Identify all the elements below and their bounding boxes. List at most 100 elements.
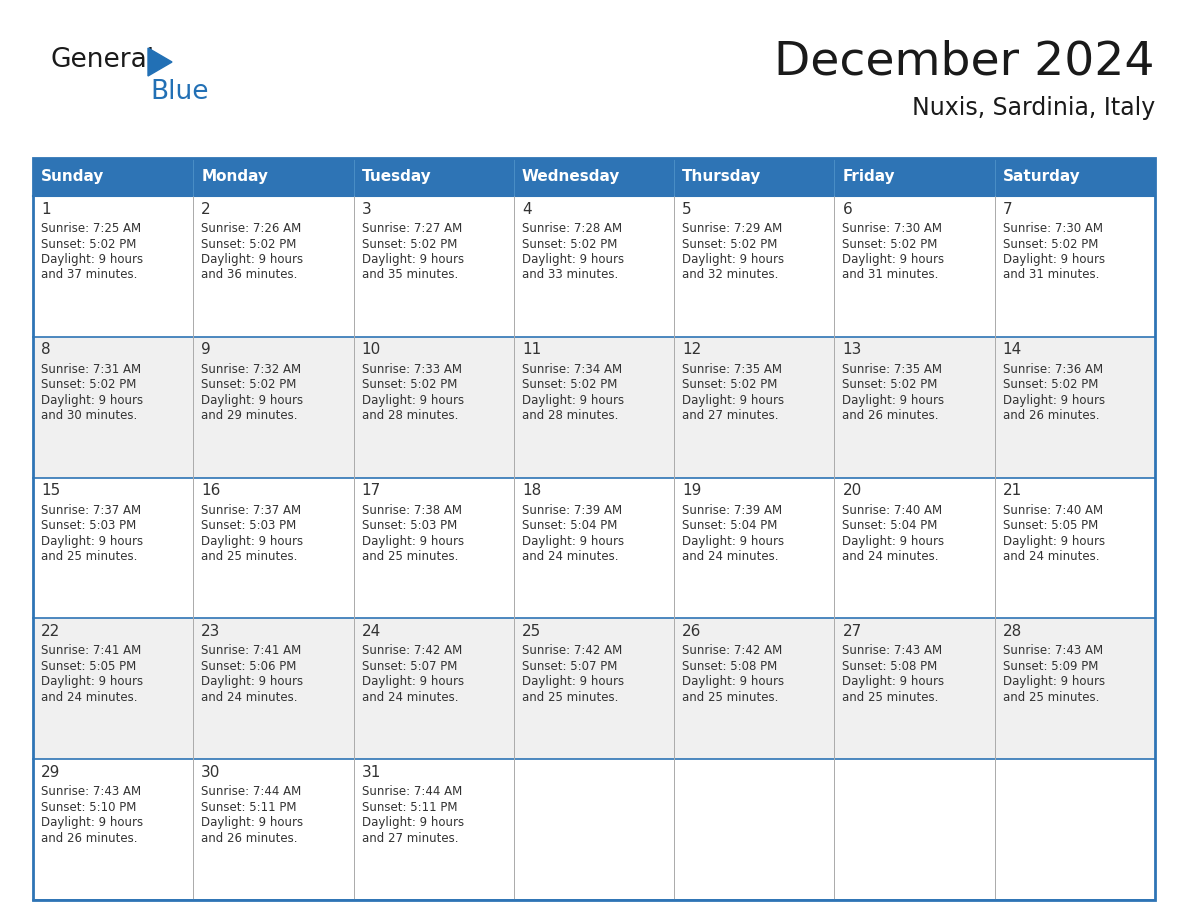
Text: Sunrise: 7:42 AM: Sunrise: 7:42 AM — [522, 644, 623, 657]
Text: Daylight: 9 hours: Daylight: 9 hours — [201, 253, 303, 266]
Text: and 27 minutes.: and 27 minutes. — [682, 409, 778, 422]
Text: Sunrise: 7:25 AM: Sunrise: 7:25 AM — [42, 222, 141, 235]
Text: Sunset: 5:03 PM: Sunset: 5:03 PM — [361, 519, 457, 532]
Text: Sunrise: 7:31 AM: Sunrise: 7:31 AM — [42, 363, 141, 375]
Text: Sunrise: 7:43 AM: Sunrise: 7:43 AM — [842, 644, 942, 657]
Polygon shape — [148, 48, 172, 76]
Text: 11: 11 — [522, 342, 541, 357]
Text: Daylight: 9 hours: Daylight: 9 hours — [1003, 394, 1105, 407]
Text: and 36 minutes.: and 36 minutes. — [201, 268, 298, 282]
Text: 13: 13 — [842, 342, 861, 357]
Text: Sunrise: 7:38 AM: Sunrise: 7:38 AM — [361, 504, 462, 517]
Text: Daylight: 9 hours: Daylight: 9 hours — [361, 253, 463, 266]
Text: and 26 minutes.: and 26 minutes. — [842, 409, 939, 422]
Text: Sunset: 5:02 PM: Sunset: 5:02 PM — [201, 238, 297, 251]
Text: Daylight: 9 hours: Daylight: 9 hours — [682, 676, 784, 688]
Text: Sunrise: 7:26 AM: Sunrise: 7:26 AM — [201, 222, 302, 235]
Text: Sunset: 5:11 PM: Sunset: 5:11 PM — [361, 800, 457, 813]
Text: Sunset: 5:02 PM: Sunset: 5:02 PM — [522, 378, 618, 391]
Text: Daylight: 9 hours: Daylight: 9 hours — [682, 253, 784, 266]
Text: 16: 16 — [201, 483, 221, 498]
Text: Daylight: 9 hours: Daylight: 9 hours — [42, 534, 143, 548]
Text: and 26 minutes.: and 26 minutes. — [201, 832, 298, 845]
Bar — [33, 477, 1155, 619]
Text: Sunset: 5:02 PM: Sunset: 5:02 PM — [522, 238, 618, 251]
Text: 17: 17 — [361, 483, 381, 498]
Text: Sunrise: 7:27 AM: Sunrise: 7:27 AM — [361, 222, 462, 235]
Text: Daylight: 9 hours: Daylight: 9 hours — [361, 394, 463, 407]
Text: 21: 21 — [1003, 483, 1022, 498]
Text: Sunrise: 7:44 AM: Sunrise: 7:44 AM — [361, 785, 462, 798]
Text: Sunrise: 7:36 AM: Sunrise: 7:36 AM — [1003, 363, 1102, 375]
Text: Sunset: 5:02 PM: Sunset: 5:02 PM — [1003, 378, 1098, 391]
Text: 23: 23 — [201, 624, 221, 639]
Text: Sunrise: 7:43 AM: Sunrise: 7:43 AM — [42, 785, 141, 798]
Text: Daylight: 9 hours: Daylight: 9 hours — [842, 676, 944, 688]
Text: Sunrise: 7:35 AM: Sunrise: 7:35 AM — [682, 363, 782, 375]
Text: Sunset: 5:02 PM: Sunset: 5:02 PM — [42, 378, 137, 391]
Text: Daylight: 9 hours: Daylight: 9 hours — [42, 676, 143, 688]
Text: Daylight: 9 hours: Daylight: 9 hours — [842, 253, 944, 266]
Text: 18: 18 — [522, 483, 541, 498]
Text: and 26 minutes.: and 26 minutes. — [1003, 409, 1099, 422]
Text: Daylight: 9 hours: Daylight: 9 hours — [682, 394, 784, 407]
Text: December 2024: December 2024 — [775, 39, 1155, 84]
Text: Daylight: 9 hours: Daylight: 9 hours — [201, 534, 303, 548]
Text: 26: 26 — [682, 624, 702, 639]
Text: 15: 15 — [42, 483, 61, 498]
Text: and 24 minutes.: and 24 minutes. — [42, 691, 138, 704]
Text: Sunset: 5:02 PM: Sunset: 5:02 PM — [1003, 238, 1098, 251]
Text: 1: 1 — [42, 201, 51, 217]
Text: 24: 24 — [361, 624, 381, 639]
Text: 9: 9 — [201, 342, 211, 357]
Text: Sunrise: 7:37 AM: Sunrise: 7:37 AM — [42, 504, 141, 517]
Text: and 24 minutes.: and 24 minutes. — [1003, 550, 1099, 563]
Text: Blue: Blue — [150, 79, 209, 105]
Text: Sunset: 5:05 PM: Sunset: 5:05 PM — [42, 660, 137, 673]
Text: Daylight: 9 hours: Daylight: 9 hours — [842, 534, 944, 548]
Text: Sunset: 5:02 PM: Sunset: 5:02 PM — [842, 378, 937, 391]
Text: and 31 minutes.: and 31 minutes. — [1003, 268, 1099, 282]
Text: Daylight: 9 hours: Daylight: 9 hours — [522, 676, 624, 688]
Bar — [33, 619, 1155, 759]
Text: Thursday: Thursday — [682, 170, 762, 185]
Text: Daylight: 9 hours: Daylight: 9 hours — [201, 676, 303, 688]
Text: Sunset: 5:07 PM: Sunset: 5:07 PM — [361, 660, 457, 673]
Text: Sunset: 5:06 PM: Sunset: 5:06 PM — [201, 660, 297, 673]
Bar — [33, 158, 1155, 196]
Text: 20: 20 — [842, 483, 861, 498]
Text: 28: 28 — [1003, 624, 1022, 639]
Text: Daylight: 9 hours: Daylight: 9 hours — [1003, 534, 1105, 548]
Text: Sunset: 5:03 PM: Sunset: 5:03 PM — [42, 519, 137, 532]
Text: Sunrise: 7:28 AM: Sunrise: 7:28 AM — [522, 222, 623, 235]
Text: 5: 5 — [682, 201, 691, 217]
Text: 12: 12 — [682, 342, 701, 357]
Text: Daylight: 9 hours: Daylight: 9 hours — [842, 394, 944, 407]
Text: Sunset: 5:10 PM: Sunset: 5:10 PM — [42, 800, 137, 813]
Text: Sunset: 5:02 PM: Sunset: 5:02 PM — [361, 378, 457, 391]
Text: Saturday: Saturday — [1003, 170, 1080, 185]
Text: Daylight: 9 hours: Daylight: 9 hours — [42, 394, 143, 407]
Text: and 31 minutes.: and 31 minutes. — [842, 268, 939, 282]
Bar — [33, 337, 1155, 477]
Text: Sunrise: 7:43 AM: Sunrise: 7:43 AM — [1003, 644, 1102, 657]
Text: Sunset: 5:02 PM: Sunset: 5:02 PM — [682, 378, 777, 391]
Text: 8: 8 — [42, 342, 51, 357]
Text: Daylight: 9 hours: Daylight: 9 hours — [522, 394, 624, 407]
Text: Sunset: 5:07 PM: Sunset: 5:07 PM — [522, 660, 618, 673]
Text: Sunset: 5:08 PM: Sunset: 5:08 PM — [682, 660, 777, 673]
Text: and 25 minutes.: and 25 minutes. — [1003, 691, 1099, 704]
Text: Sunset: 5:02 PM: Sunset: 5:02 PM — [361, 238, 457, 251]
Text: Monday: Monday — [201, 170, 268, 185]
Text: General: General — [50, 47, 154, 73]
Text: and 27 minutes.: and 27 minutes. — [361, 832, 459, 845]
Text: Sunrise: 7:30 AM: Sunrise: 7:30 AM — [1003, 222, 1102, 235]
Text: Sunrise: 7:42 AM: Sunrise: 7:42 AM — [361, 644, 462, 657]
Text: and 25 minutes.: and 25 minutes. — [361, 550, 457, 563]
Text: and 25 minutes.: and 25 minutes. — [201, 550, 298, 563]
Text: Sunrise: 7:32 AM: Sunrise: 7:32 AM — [201, 363, 302, 375]
Text: and 33 minutes.: and 33 minutes. — [522, 268, 618, 282]
Text: and 25 minutes.: and 25 minutes. — [42, 550, 138, 563]
Text: Daylight: 9 hours: Daylight: 9 hours — [1003, 253, 1105, 266]
Text: Daylight: 9 hours: Daylight: 9 hours — [361, 816, 463, 829]
